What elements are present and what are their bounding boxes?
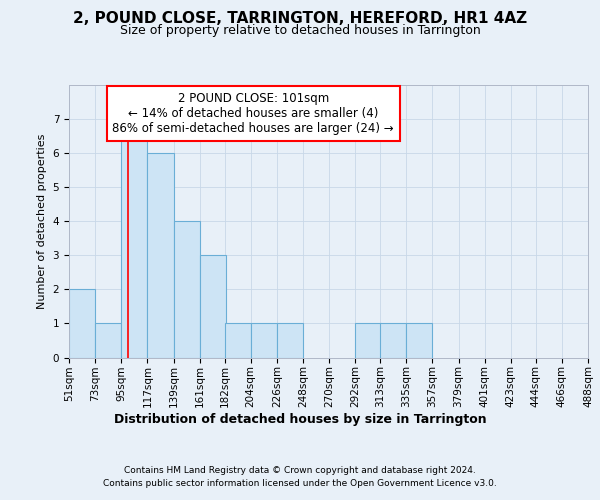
Bar	[95, 324, 121, 358]
Text: 2, POUND CLOSE, TARRINGTON, HEREFORD, HR1 4AZ: 2, POUND CLOSE, TARRINGTON, HEREFORD, HR…	[73, 11, 527, 26]
Text: Contains public sector information licensed under the Open Government Licence v3: Contains public sector information licen…	[103, 479, 497, 488]
Bar	[251, 324, 277, 358]
Text: Contains HM Land Registry data © Crown copyright and database right 2024.: Contains HM Land Registry data © Crown c…	[124, 466, 476, 475]
Bar	[380, 324, 406, 358]
Text: Distribution of detached houses by size in Tarrington: Distribution of detached houses by size …	[113, 412, 487, 426]
Bar	[224, 324, 251, 358]
Bar	[406, 324, 433, 358]
Bar	[277, 324, 303, 358]
Text: 2 POUND CLOSE: 101sqm
← 14% of detached houses are smaller (4)
86% of semi-detac: 2 POUND CLOSE: 101sqm ← 14% of detached …	[112, 92, 394, 135]
Text: Size of property relative to detached houses in Tarrington: Size of property relative to detached ho…	[119, 24, 481, 37]
Bar	[148, 153, 173, 358]
Y-axis label: Number of detached properties: Number of detached properties	[37, 134, 47, 309]
Bar	[355, 324, 382, 358]
Bar	[173, 221, 200, 358]
Bar	[69, 290, 95, 358]
Bar	[121, 119, 148, 358]
Bar	[200, 256, 226, 358]
